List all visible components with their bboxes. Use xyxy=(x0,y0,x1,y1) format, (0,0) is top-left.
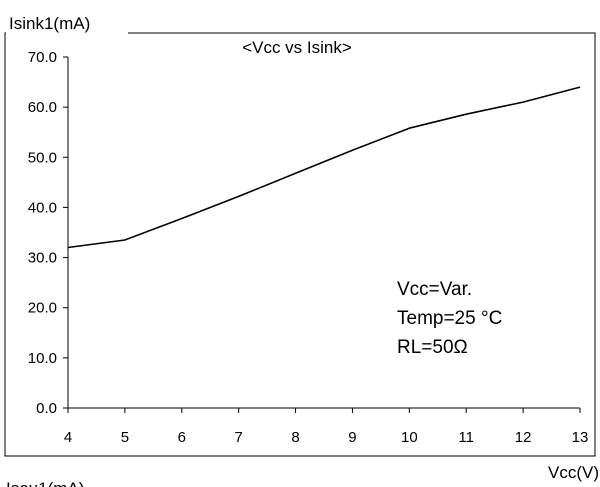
x-tick-label: 5 xyxy=(121,429,129,446)
x-tick-label: 6 xyxy=(178,429,186,446)
y-tick-label: 0.0 xyxy=(36,400,57,417)
y-tick-label: 10.0 xyxy=(28,350,57,367)
y-tick-label: 60.0 xyxy=(28,99,57,116)
annotation-line: Vcc=Var. xyxy=(397,279,472,300)
x-tick-label: 11 xyxy=(458,429,474,446)
y-tick-label: 70.0 xyxy=(28,49,57,66)
annotation-line: Temp=25 °C xyxy=(397,308,502,329)
y-axis-title: Isink1(mA) xyxy=(9,14,90,33)
x-tick-label: 12 xyxy=(515,429,532,446)
x-tick-label: 9 xyxy=(348,429,356,446)
series-line xyxy=(67,86,581,249)
chart-frame xyxy=(4,32,596,457)
y-tick-label: 40.0 xyxy=(28,199,57,216)
x-tick-label: 4 xyxy=(64,429,72,446)
annotation-line: RL=50Ω xyxy=(397,337,468,358)
next-chart-y-axis-title: Isou1(mA) xyxy=(6,479,84,487)
chart-title: <Vcc vs Isink> xyxy=(242,38,352,57)
x-tick-label: 10 xyxy=(401,429,418,446)
y-tick-label: 50.0 xyxy=(28,149,57,166)
x-tick-label: 8 xyxy=(291,429,299,446)
x-tick-label: 7 xyxy=(234,429,242,446)
y-tick-label: 20.0 xyxy=(28,300,57,317)
x-axis-title: Vcc(V) xyxy=(548,463,599,482)
y-tick-label: 30.0 xyxy=(28,250,57,267)
conditions-annotation: Vcc=Var. Temp=25 °C RL=50Ω xyxy=(397,279,502,358)
x-tick-label: 13 xyxy=(572,429,589,446)
